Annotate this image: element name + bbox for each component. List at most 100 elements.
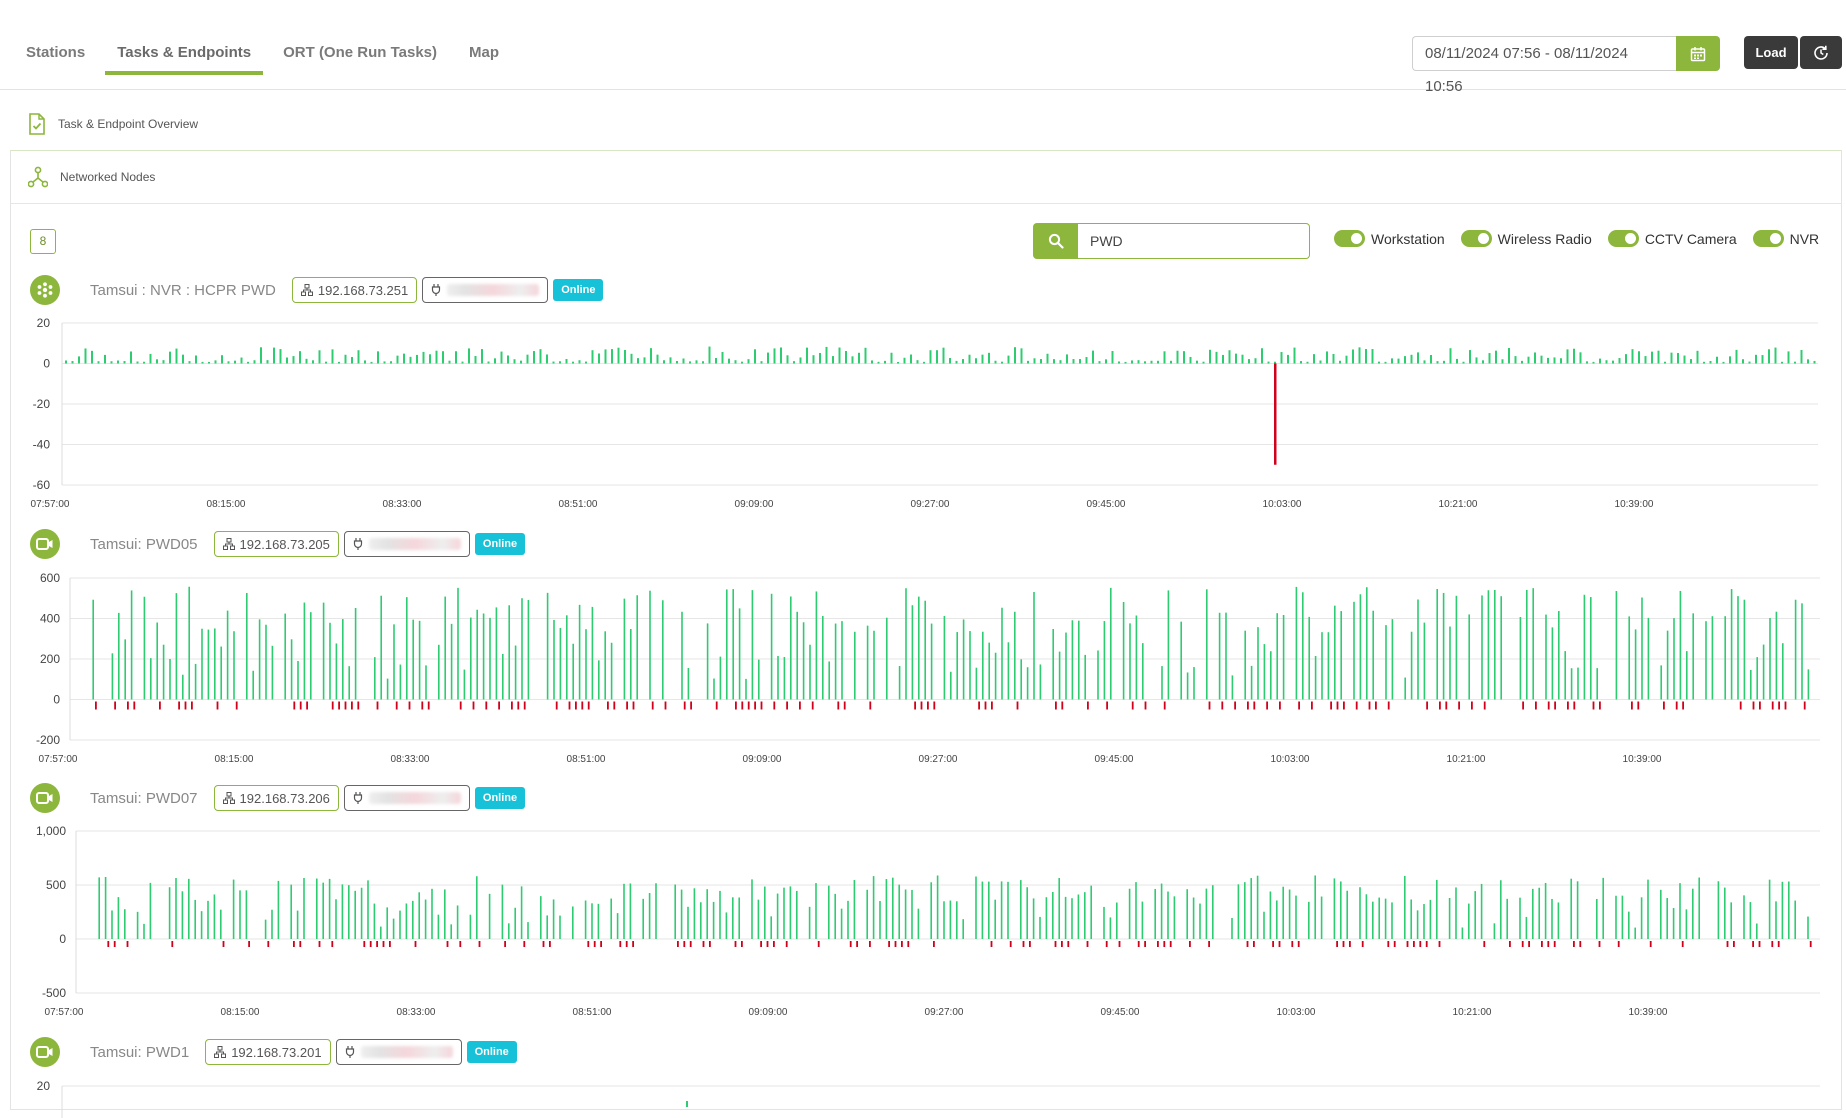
tab-tasks-endpoints[interactable]: Tasks & Endpoints [105, 30, 264, 75]
toggle-switch[interactable] [1334, 230, 1365, 247]
chart-bar [1647, 879, 1649, 939]
chart-bar [182, 354, 184, 364]
chart-bar [1365, 894, 1368, 939]
filter-workstation[interactable]: Workstation [1334, 230, 1445, 247]
node-title: Tamsui: PWD1 [90, 1043, 190, 1061]
x-tick-label: 08:15:00 [221, 1007, 260, 1018]
chart-bar-negative [984, 701, 987, 710]
chart-bar [1500, 596, 1502, 700]
chart-bar-negative [664, 701, 667, 710]
chart-bar-negative [888, 941, 890, 947]
chart-bar [520, 886, 523, 939]
chart-bar [448, 360, 451, 364]
toggle-switch[interactable] [1607, 230, 1639, 247]
chart-bar-negative [1022, 941, 1025, 947]
chart-bar-negative [741, 941, 743, 947]
chart-bar [1308, 616, 1310, 700]
chart-bar [1237, 884, 1240, 939]
chart-bar [708, 346, 711, 364]
chart-bar [713, 678, 715, 700]
chart-bar [1696, 350, 1699, 364]
ip-chip: 192.168.73.201 [205, 1039, 331, 1065]
chart-bar-negative [894, 941, 897, 947]
chart-bar [286, 357, 288, 364]
chart-bar [662, 600, 664, 700]
ip-address: 192.168.73.205 [239, 536, 330, 552]
chart-bar [809, 644, 811, 700]
chart-bar [1586, 361, 1588, 364]
chart-bar [1205, 888, 1208, 939]
tab-stations[interactable]: Stations [26, 44, 86, 61]
chart-bar [1576, 881, 1579, 939]
chart-bar-negative [907, 941, 910, 947]
date-range-input[interactable]: 08/11/2024 07:56 - 08/11/2024 10:56 [1412, 36, 1676, 95]
tab-ort[interactable]: ORT (One Run Tasks) [283, 44, 438, 61]
chart-bar [712, 901, 715, 939]
chart-bar [546, 354, 548, 364]
chart-bar [591, 903, 593, 939]
chart-bar-negative [1483, 701, 1486, 710]
chart-bar [1333, 878, 1336, 939]
chart-bar-negative [1137, 941, 1140, 947]
chart-bar [1666, 630, 1669, 700]
chart-bar [1724, 887, 1726, 939]
chart-bar [1359, 594, 1362, 700]
chart-bar [1494, 589, 1496, 700]
x-tick-label: 08:51:00 [559, 499, 598, 510]
chart-bar [1248, 359, 1250, 364]
network-icon [222, 538, 235, 550]
chart-bar [1615, 895, 1617, 939]
filter-nvr[interactable]: NVR [1752, 230, 1819, 247]
search-button[interactable] [1033, 223, 1078, 259]
chart-bar [1154, 888, 1156, 939]
calendar-icon [1690, 46, 1706, 61]
chart-bar [461, 361, 464, 364]
filter-cctv-camera[interactable]: CCTV Camera [1607, 230, 1737, 247]
auto-refresh-button[interactable] [1800, 36, 1842, 69]
chart-bar [303, 878, 305, 939]
filter-wireless-radio[interactable]: Wireless Radio [1460, 230, 1592, 247]
chart-bar [495, 607, 498, 700]
chart-bar [377, 351, 379, 364]
chart-bar-negative [395, 701, 398, 710]
chart-bar-negative [1522, 701, 1524, 710]
toggle-switch[interactable] [1460, 230, 1492, 247]
chart-bar [508, 923, 510, 939]
chart-bar [201, 628, 203, 700]
load-button[interactable]: Load [1744, 36, 1798, 69]
chart-bar [559, 361, 561, 364]
chart-bar [284, 613, 286, 700]
chart-bar-negative [1726, 941, 1729, 947]
toggle-switch[interactable] [1752, 230, 1784, 247]
chart-bar [1794, 599, 1797, 700]
chart-bar [1359, 887, 1361, 939]
calendar-button[interactable] [1676, 36, 1720, 71]
chart-bar-negative [114, 701, 116, 710]
chart-bar [1215, 351, 1218, 364]
chart-bar [802, 622, 805, 700]
chart-bar [1129, 623, 1131, 700]
chart-bar [1526, 589, 1528, 700]
chart-bar [469, 914, 472, 939]
chart-bar [929, 350, 932, 364]
chart-bar-negative [632, 941, 634, 947]
chart-bar [514, 645, 517, 700]
chart-bar [252, 670, 254, 700]
chart-bar [1647, 617, 1650, 700]
chart-bar [1397, 358, 1400, 364]
chart-bar-negative [1349, 941, 1351, 947]
chart-bar-negative [459, 941, 462, 947]
chart-bar [156, 359, 158, 364]
chart-bar [1026, 667, 1029, 700]
chart-bar [754, 349, 756, 364]
chart-bar [442, 351, 444, 364]
chart-bar-negative [1681, 941, 1684, 947]
chart-bar [325, 361, 327, 364]
search-input[interactable] [1078, 223, 1310, 259]
chart-bar-negative [1803, 701, 1806, 710]
chart-bar [610, 642, 613, 700]
chart-bar [393, 624, 395, 700]
tab-map[interactable]: Map [469, 44, 500, 61]
chart-bar-negative [1055, 701, 1057, 710]
chart-bar [481, 349, 483, 364]
